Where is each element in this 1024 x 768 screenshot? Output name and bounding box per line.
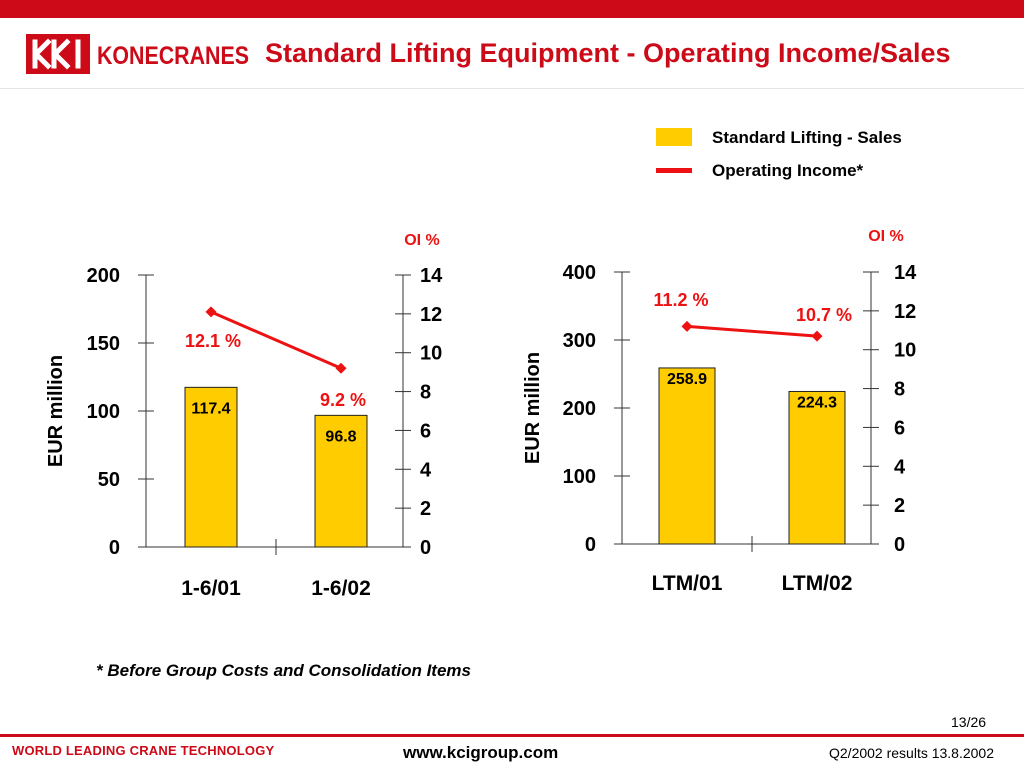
chart2-y-tick-label: 300 [563,330,596,352]
chart2-bar-value-1: 258.9 [667,371,707,388]
brand-name: KONECRANES [97,42,249,70]
chart2-oi-label-1: 11.2 % [653,290,708,310]
chart2-bar-value-2: 224.3 [797,394,837,411]
chart2-y2-tick-label: 12 [894,301,916,323]
chart1-y2-axis-title: OI % [404,232,440,249]
chart1-y-tick-label: 50 [98,469,120,491]
legend-label-sales: Standard Lifting - Sales [712,128,902,147]
chart1-y-axis-title: EUR million [45,355,67,467]
chart1-category-label-2: 1-6/02 [311,577,371,600]
chart1-oi-line [210,310,342,370]
page-title: Standard Lifting Equipment - Operating I… [265,38,951,68]
chart2-oi-point-1 [681,320,693,332]
chart2-y2-tick-label: 2 [894,495,905,517]
chart2-category-label-2: LTM/02 [782,572,853,595]
chart2-y2-tick-label: 4 [894,456,906,478]
chart1-y2-tick-label: 10 [420,343,442,365]
chart1-y2-tick-label: 8 [420,382,431,404]
chart2-y2-tick-label: 8 [894,379,905,401]
chart1-oi-point-2 [335,362,347,374]
chart2-y2-tick-label: 10 [894,340,916,362]
chart2-bar-2 [788,390,846,545]
chart1-y-tick-label: 150 [87,333,120,355]
chart1-y2-tick-label: 12 [420,304,442,326]
chart2-oi-line [686,324,818,338]
konecranes-logo: KONECRANES [26,34,249,74]
chart1-y-tick-label: 200 [87,265,120,287]
chart1-y2-tick-label: 4 [420,459,432,481]
chart2-y-axis-title: EUR million [522,352,544,464]
chart1-y2-tick-label: 2 [420,498,431,520]
chart2-y-tick-label: 0 [585,534,596,556]
chart2-category-label-1: LTM/01 [652,572,723,595]
chart1-bar-value-2: 96.8 [325,428,356,445]
chart1-bar-value-1: 117.4 [191,400,230,417]
footer-divider [0,734,1024,737]
chart2-y-tick-label: 400 [563,262,596,284]
chart1-oi-label-2: 9.2 % [320,390,366,410]
legend-swatch-sales [656,128,692,146]
chart2-oi-label-2: 10.7 % [796,305,852,325]
chart1-y2-tick-label: 0 [420,537,431,559]
top-accent-bar [0,0,1024,18]
chart1-oi-label-1: 12.1 % [185,331,241,351]
chart2-y-tick-label: 100 [563,466,596,488]
chart1-y2-tick-label: 14 [420,265,443,287]
footer-website[interactable]: www.kcigroup.com [403,743,559,762]
legend-swatch-oi [656,168,692,173]
chart1-y-tick-label: 100 [87,401,120,423]
chart1-category-label-1: 1-6/01 [181,577,241,600]
chart1-bar-1 [184,386,238,548]
chart1-y2-tick-label: 6 [420,420,431,442]
chart1-oi-point-1 [205,306,217,318]
chart2-y-tick-label: 200 [563,398,596,420]
footer-tagline: WORLD LEADING CRANE TECHNOLOGY [12,743,275,758]
chart2-y2-tick-label: 0 [894,534,905,556]
chart2-bar-1 [658,367,716,545]
chart2-y2-tick-label: 14 [894,262,917,284]
title-divider [0,88,1024,89]
legend-label-oi: Operating Income* [712,161,864,180]
chart1-y-tick-label: 0 [109,537,120,559]
chart1-bar-2 [314,414,368,548]
page-number: 13/26 [951,714,987,730]
chart2-y2-tick-label: 6 [894,417,905,439]
chart2-y2-axis-title: OI % [868,228,904,245]
footer-report-date: Q2/2002 results 13.8.2002 [829,745,995,761]
footnote: * Before Group Costs and Consolidation I… [96,661,471,680]
chart2-oi-point-2 [811,330,823,342]
